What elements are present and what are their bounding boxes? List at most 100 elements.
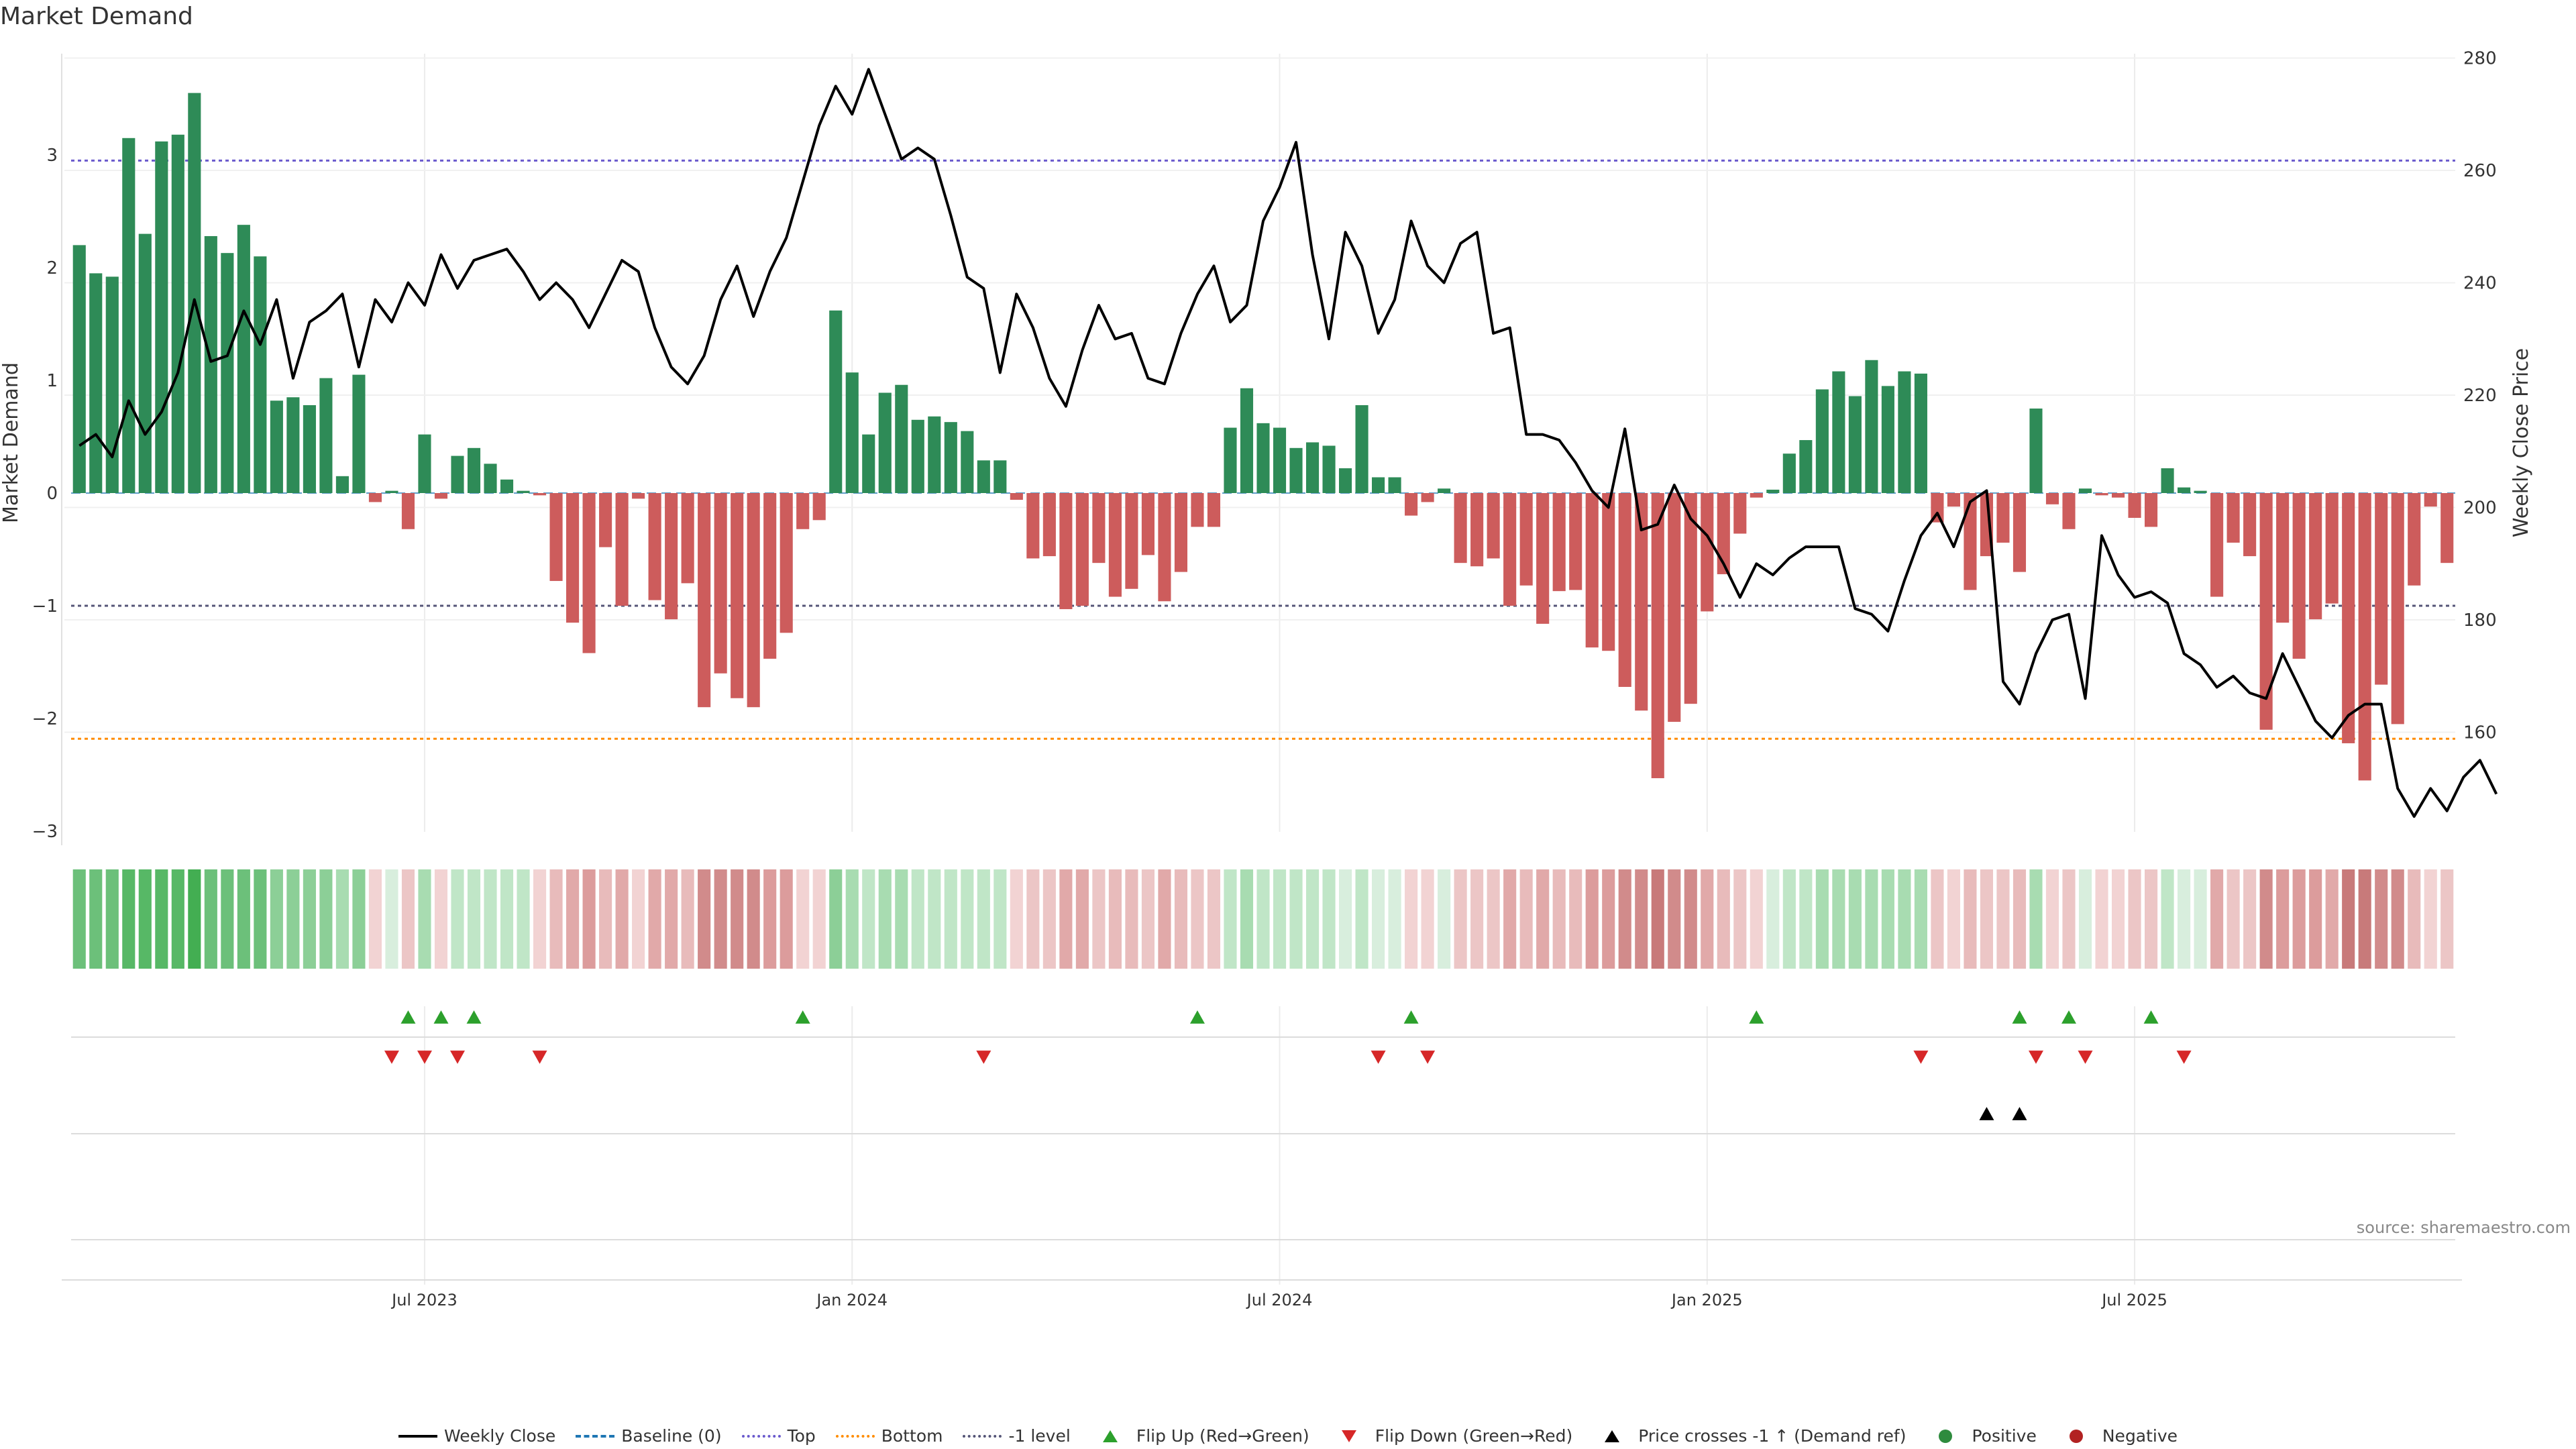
strength-cell <box>352 869 366 969</box>
demand-bar <box>780 493 793 633</box>
demand-bar <box>582 493 596 653</box>
strength-cell <box>2243 869 2257 969</box>
demand-bar <box>105 276 119 493</box>
demand-bar <box>286 397 300 493</box>
strength-cell <box>1158 869 1171 969</box>
demand-bar <box>1191 493 1204 527</box>
strength-cell <box>2128 869 2141 969</box>
strength-cell <box>780 869 793 969</box>
strength-cell <box>385 869 398 969</box>
demand-bar <box>1668 493 1681 722</box>
strength-cell <box>2078 869 2092 969</box>
demand-bar <box>862 434 875 493</box>
strength-cell <box>1881 869 1894 969</box>
strength-cell <box>2440 869 2454 969</box>
strength-cell <box>467 869 481 969</box>
price-cross-marker <box>2012 1107 2027 1120</box>
flip-down-marker <box>417 1051 432 1064</box>
demand-bar <box>1881 386 1894 493</box>
y2-tick-label: 280 <box>2463 49 2497 69</box>
flip-up-marker <box>1749 1010 1764 1024</box>
demand-bar <box>2408 493 2421 586</box>
strength-cell <box>286 869 300 969</box>
legend-label: -1 level <box>1008 1426 1071 1446</box>
demand-bar <box>138 233 152 493</box>
strength-cell <box>1519 869 1533 969</box>
strength-cell <box>1108 869 1122 969</box>
strength-cell <box>566 869 580 969</box>
demand-bar <box>1733 493 1747 534</box>
strength-cell <box>1503 869 1517 969</box>
legend-symbol <box>835 1429 875 1444</box>
demand-bar <box>2012 493 2027 572</box>
demand-bar <box>1815 389 1829 493</box>
grid-layer <box>64 54 2455 1285</box>
legend-label: Positive <box>1972 1426 2037 1446</box>
demand-bar <box>1158 493 1171 602</box>
strength-cell <box>1931 869 1944 969</box>
demand-bar <box>566 493 580 623</box>
demand-bar <box>352 374 366 493</box>
legend-label: Top <box>787 1426 816 1446</box>
demand-bar <box>1256 423 1270 493</box>
demand-bar <box>2391 493 2404 724</box>
demand-bar <box>1092 493 1106 564</box>
strength-cell <box>1207 869 1221 969</box>
strength-cell <box>747 869 760 969</box>
strength-cell <box>517 869 530 969</box>
strength-cell <box>335 869 349 969</box>
event-panels: Jul 2023 Jan 2024 Jul 2024 Jan 2025 Jul 2025 <box>62 1010 2462 1309</box>
demand-bar <box>2210 493 2224 597</box>
strength-cell <box>1750 869 1763 969</box>
strength-cell <box>961 869 974 969</box>
strength-cell <box>1256 869 1270 969</box>
demand-bar <box>1224 427 1237 493</box>
strength-cell <box>1174 869 1188 969</box>
legend-line-icon <box>835 1434 875 1438</box>
strength-cell <box>698 869 711 969</box>
y-tick-label: 2 <box>46 258 58 278</box>
x-tick-label: Jul 2024 <box>1246 1291 1313 1309</box>
y-tick-label: 3 <box>46 146 58 166</box>
strength-cell <box>549 869 563 969</box>
strength-cell <box>138 869 152 969</box>
demand-bar <box>665 493 678 620</box>
demand-bar <box>1569 493 1582 590</box>
demand-bar <box>237 225 250 493</box>
demand-bar <box>1487 493 1500 559</box>
strength-cell <box>2408 869 2421 969</box>
strength-cell <box>2358 869 2371 969</box>
strength-cell <box>1010 869 1023 969</box>
flip-down-marker <box>976 1051 991 1064</box>
demand-bar <box>385 490 398 493</box>
demand-bar <box>1717 493 1730 574</box>
demand-bar <box>1914 373 1927 493</box>
axes: 3 2 1 0 −1 −2 −3 280 260 240 220 200 180 160 Market De… <box>0 49 2533 845</box>
strength-cell <box>2391 869 2404 969</box>
strength-cell <box>122 869 136 969</box>
demand-bar <box>533 493 547 496</box>
demand-bar <box>1602 493 1615 651</box>
strength-cell <box>1141 869 1155 969</box>
strength-cell <box>878 869 892 969</box>
demand-bar <box>171 134 184 493</box>
legend-label: Flip Down (Green→Red) <box>1375 1426 1573 1446</box>
strength-cell <box>1684 869 1697 969</box>
strength-cell <box>1552 869 1566 969</box>
strength-cell <box>1405 869 1418 969</box>
demand-bar <box>2440 493 2454 564</box>
demand-bar <box>796 493 810 529</box>
legend-item-neg: Negative <box>2057 1426 2178 1446</box>
strength-cell <box>2062 869 2076 969</box>
strength-cell <box>155 869 168 969</box>
legend-label: Flip Up (Red→Green) <box>1136 1426 1309 1446</box>
legend-label: Price crosses -1 ↑ (Demand ref) <box>1638 1426 1907 1446</box>
strength-cell <box>1042 869 1056 969</box>
flip-up-marker <box>2012 1010 2027 1024</box>
strength-cell <box>845 869 859 969</box>
strength-cell <box>1717 869 1730 969</box>
demand-bar <box>1372 477 1385 493</box>
strength-cell <box>1470 869 1484 969</box>
demand-bar <box>549 493 563 582</box>
demand-bar <box>451 455 464 493</box>
